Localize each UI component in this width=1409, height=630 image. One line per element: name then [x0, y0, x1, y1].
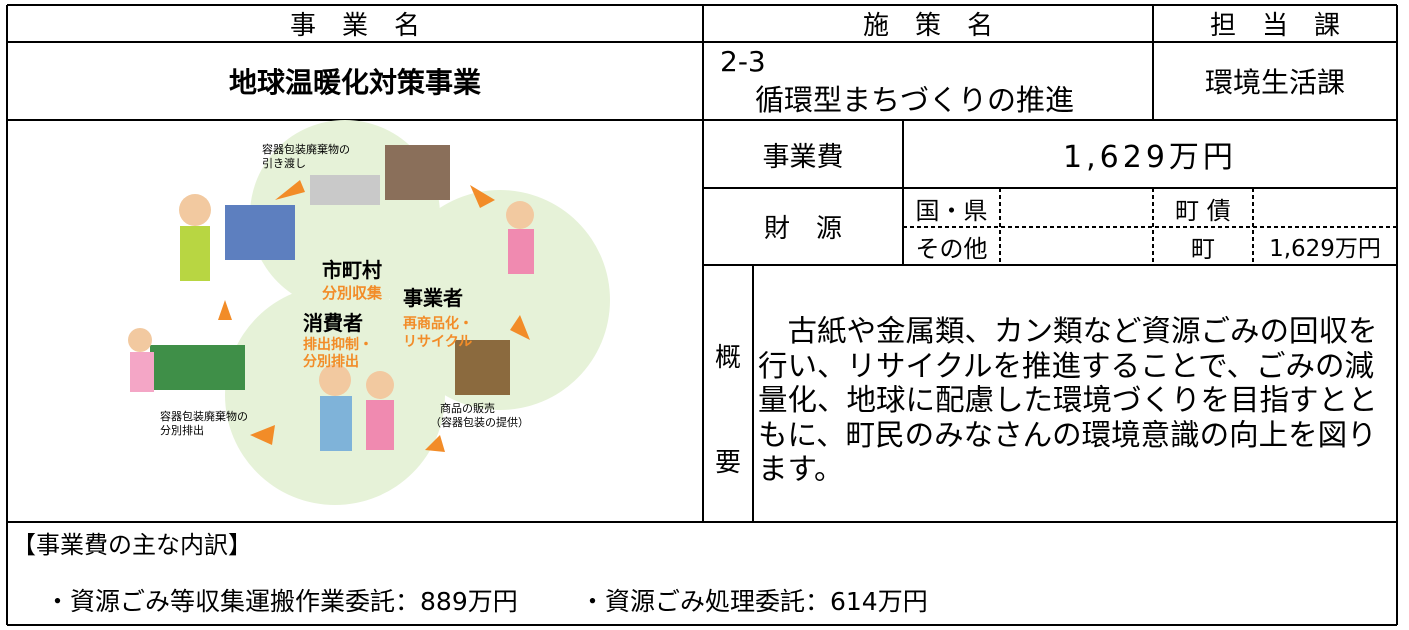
- illustration-label: 市町村: [322, 258, 382, 282]
- breakdown-item: ・資源ごみ処理委託：614万円: [580, 587, 928, 616]
- header-cell: 担 当 課: [1209, 11, 1340, 41]
- policy-name: 循環型まちづくりの推進: [755, 83, 1075, 117]
- header-cell: 施 策 名: [862, 11, 993, 41]
- illustration-label: 分別排出: [303, 353, 359, 370]
- illustration: 容器包装廃棄物の 引き渡し 容器包装廃棄物の 分別排出 商品の販売 （容器包装の…: [128, 120, 610, 505]
- illustration-label: 事業者: [403, 286, 463, 310]
- funding-amount: 1,629万円: [1269, 236, 1381, 262]
- business-name: 地球温暖化対策事業: [228, 66, 481, 99]
- illustration-label: 排出抑制・: [303, 336, 373, 353]
- illustration-label: 分別排出: [160, 423, 204, 437]
- funding-item: 国・県: [915, 196, 988, 225]
- breakdown-title: 【事業費の主な内訳】: [12, 530, 252, 559]
- illustration-label: 消費者: [303, 311, 363, 335]
- header-cell: 事 業 名: [289, 11, 420, 41]
- illustration-label: 商品の販売: [440, 401, 495, 415]
- funding-label: 財 源: [763, 214, 842, 244]
- summary-text: 古紙や金属類、カン類など資源ごみの回収を行い、リサイクルを推進することで、ごみの…: [758, 314, 1378, 486]
- department: 環境生活課: [1204, 66, 1345, 99]
- illustration-label: 再商品化・: [403, 315, 473, 332]
- policy-number: 2-3: [720, 44, 766, 78]
- illustration-label: リサイクル: [403, 334, 472, 350]
- illustration-label: 容器包装廃棄物の: [262, 142, 350, 156]
- funding-item: その他: [915, 234, 988, 263]
- cost-label: 事業費: [762, 141, 844, 173]
- breakdown-item: ・資源ごみ等収集運搬作業委託：889万円: [45, 587, 518, 616]
- cost-amount: 1,629万円: [1063, 140, 1237, 175]
- illustration-label: （容器包装の提供）: [430, 415, 529, 429]
- illustration-label: 容器包装廃棄物の: [160, 409, 248, 423]
- funding-item: 町: [1191, 234, 1215, 263]
- summary-label: 要: [714, 447, 741, 478]
- summary-label: 概: [714, 342, 741, 373]
- illustration-label: 引き渡し: [262, 156, 306, 170]
- funding-item: 町 債: [1175, 196, 1231, 225]
- illustration-label: 分別収集: [322, 284, 383, 302]
